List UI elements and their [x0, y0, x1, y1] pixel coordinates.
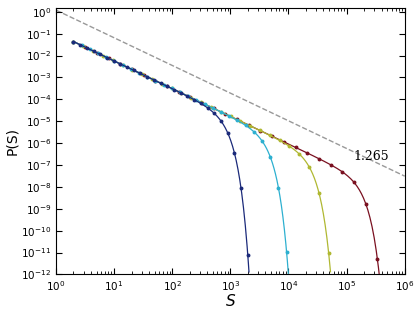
X-axis label: S: S — [226, 295, 235, 309]
Text: 1.265: 1.265 — [353, 150, 389, 163]
Y-axis label: P(S): P(S) — [5, 127, 20, 155]
